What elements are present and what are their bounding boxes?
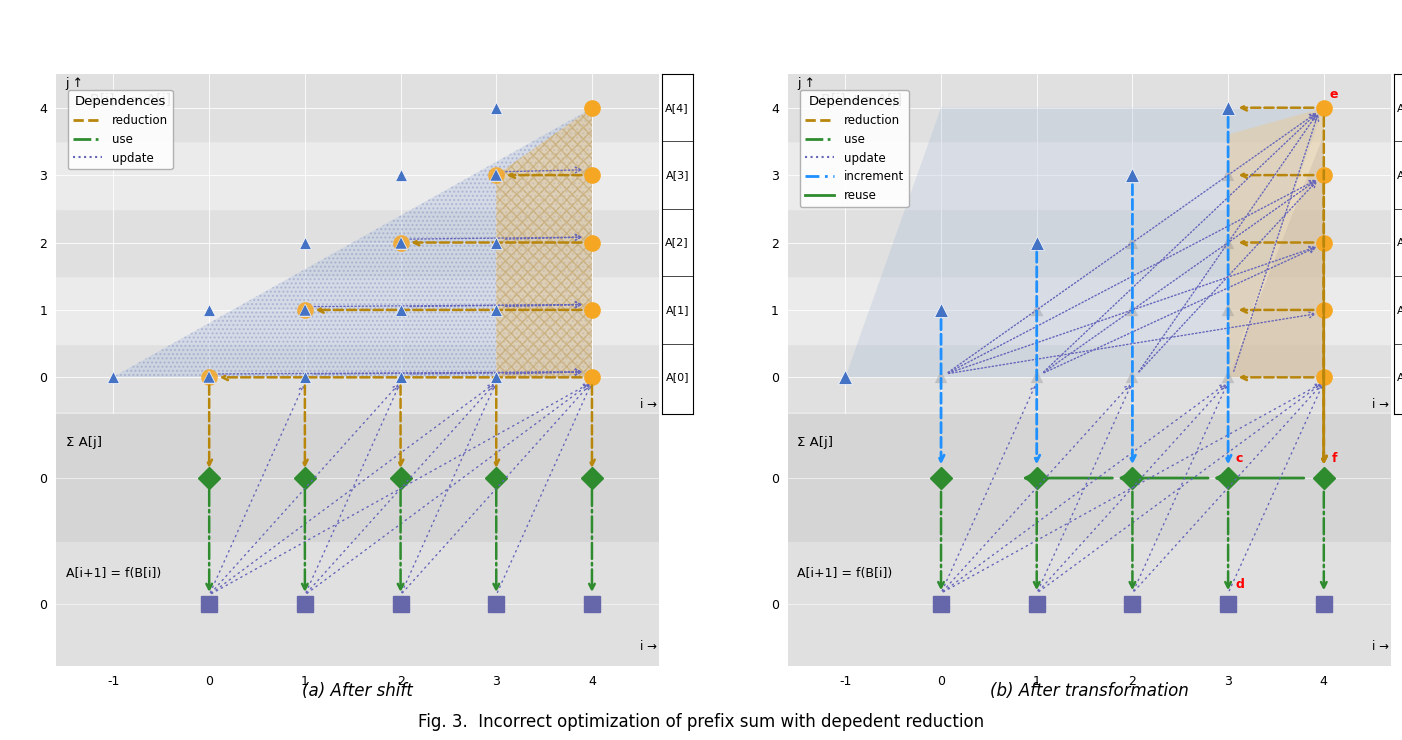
Text: i →: i → <box>1371 640 1388 653</box>
Polygon shape <box>845 108 1323 377</box>
Text: A[i+1] = f(B[i]): A[i+1] = f(B[i]) <box>798 567 893 580</box>
Text: f: f <box>1332 451 1338 465</box>
Text: A[2]: A[2] <box>666 238 688 247</box>
Text: B[i] += A[j]: B[i] += A[j] <box>90 93 171 107</box>
Legend: reduction, use, update, increment, reuse: reduction, use, update, increment, reuse <box>801 90 908 207</box>
Text: A[0]: A[0] <box>666 372 688 383</box>
Bar <box>56 276 659 343</box>
Text: c: c <box>1235 451 1244 465</box>
Text: A[3]: A[3] <box>1398 170 1402 180</box>
Bar <box>56 74 659 141</box>
Text: i →: i → <box>639 640 656 653</box>
Text: A[4]: A[4] <box>666 103 688 112</box>
Text: Fig. 3.  Incorrect optimization of prefix sum with depedent reduction: Fig. 3. Incorrect optimization of prefix… <box>418 713 984 730</box>
Bar <box>788 343 1391 411</box>
Text: Σ A[j]: Σ A[j] <box>798 436 834 449</box>
Text: d: d <box>1235 578 1245 591</box>
Legend: reduction, use, update: reduction, use, update <box>69 90 172 169</box>
Text: A[0]: A[0] <box>1398 372 1402 383</box>
Text: i →: i → <box>1371 397 1388 411</box>
Text: A[i+1] = f(B[i]): A[i+1] = f(B[i]) <box>66 567 161 580</box>
Text: A[4]: A[4] <box>1398 103 1402 112</box>
Text: B[i] += A[j]: B[i] += A[j] <box>822 93 903 107</box>
Text: (b) After transformation: (b) After transformation <box>990 682 1189 699</box>
Text: A[2]: A[2] <box>1398 238 1402 247</box>
Polygon shape <box>114 108 592 377</box>
Bar <box>56 141 659 209</box>
Bar <box>788 141 1391 209</box>
Text: i →: i → <box>639 397 656 411</box>
Text: (a) After shift: (a) After shift <box>303 682 412 699</box>
Text: e: e <box>1329 87 1338 101</box>
Text: j ↑: j ↑ <box>798 78 816 90</box>
Bar <box>788 209 1391 276</box>
Bar <box>788 276 1391 343</box>
Text: A[3]: A[3] <box>666 170 688 180</box>
Bar <box>56 209 659 276</box>
Text: Σ A[j]: Σ A[j] <box>66 436 102 449</box>
Polygon shape <box>1228 108 1323 377</box>
Polygon shape <box>941 135 1323 377</box>
Text: A[1]: A[1] <box>666 305 688 315</box>
Text: j ↑: j ↑ <box>66 78 84 90</box>
Text: A[1]: A[1] <box>1398 305 1402 315</box>
Bar <box>56 343 659 411</box>
Bar <box>788 74 1391 141</box>
Polygon shape <box>496 108 592 377</box>
